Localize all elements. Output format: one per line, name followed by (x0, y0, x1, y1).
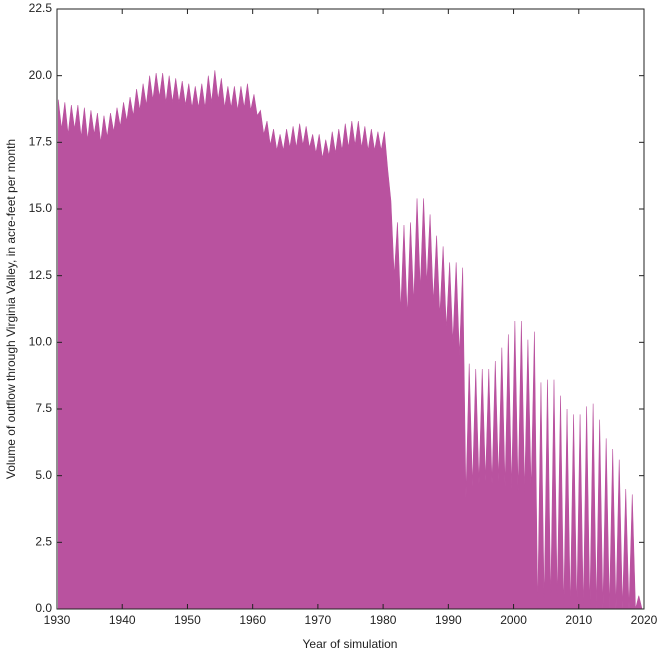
plot-frame (56, 8, 645, 610)
y-tick-label: 5.0 (35, 468, 52, 482)
x-tick-label: 1940 (109, 613, 136, 627)
y-axis-label: Volume of outflow through Virginia Valle… (4, 139, 18, 479)
x-axis-label: Year of simulation (303, 637, 398, 651)
y-tick-label: 12.5 (29, 268, 53, 282)
x-tick-label: 2020 (631, 613, 658, 627)
y-tick-label: 10.0 (29, 335, 53, 349)
y-tick-label: 2.5 (35, 535, 52, 549)
x-tick-label: 1960 (239, 613, 266, 627)
y-tick-label: 15.0 (29, 201, 53, 215)
x-tick-label: 1950 (174, 613, 201, 627)
x-tick-label: 1980 (370, 613, 397, 627)
x-tick-label: 1930 (44, 613, 71, 627)
area (58, 70, 643, 610)
x-tick-label: 2010 (565, 613, 592, 627)
x-tick-label: 1990 (435, 613, 462, 627)
x-tick-label: 1970 (305, 613, 332, 627)
y-tick-label: 7.5 (35, 401, 52, 415)
y-tick-label: 17.5 (29, 135, 53, 149)
y-tick-label: 22.5 (29, 1, 53, 15)
y-tick-label: 0.0 (35, 601, 52, 615)
y-tick-label: 20.0 (29, 68, 53, 82)
x-tick-label: 2000 (500, 613, 527, 627)
